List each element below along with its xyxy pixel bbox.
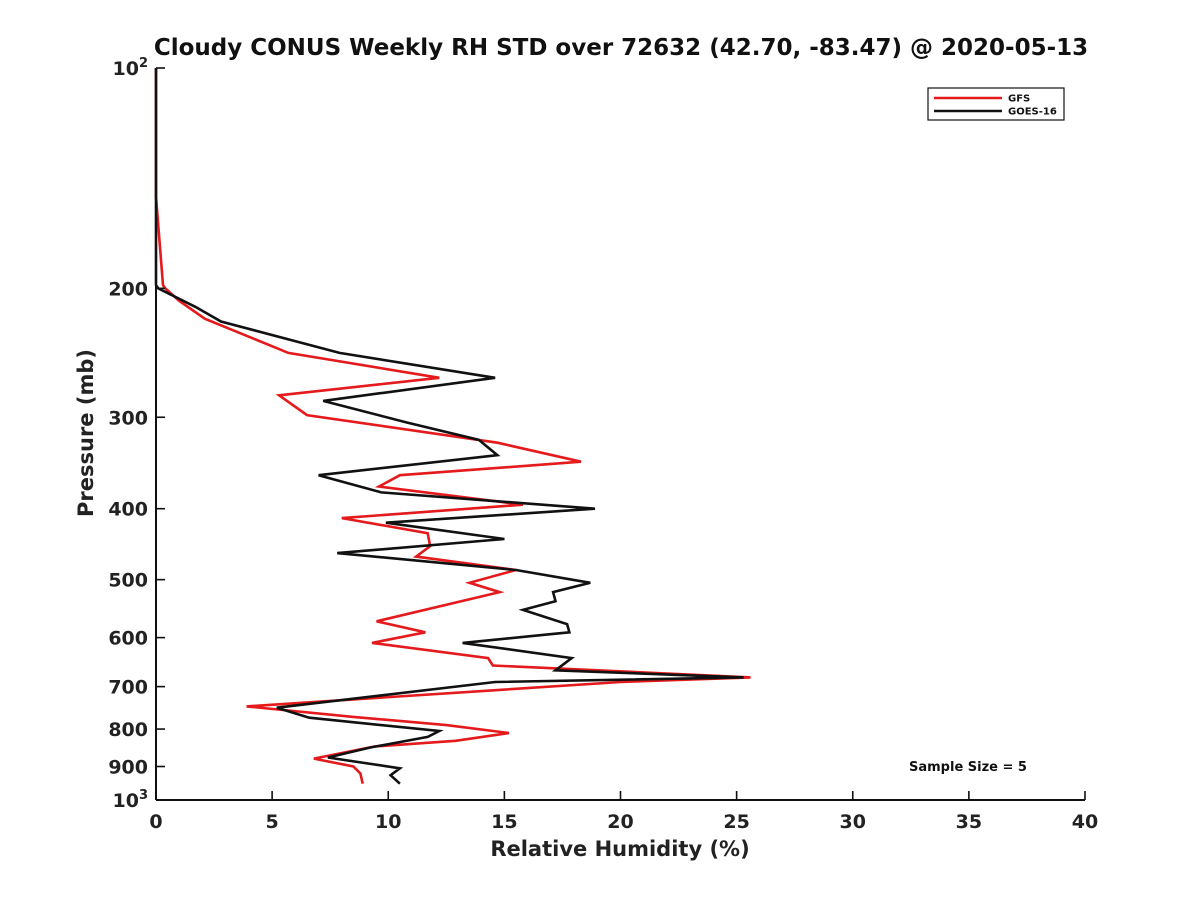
x-tick-label: 40 xyxy=(1072,811,1098,833)
x-tick-label: 15 xyxy=(491,811,517,833)
x-tick-label: 35 xyxy=(956,811,982,833)
y-axis-label: Pressure (mb) xyxy=(74,349,98,517)
legend-box xyxy=(927,87,1065,121)
y-tick-label: 800 xyxy=(108,719,148,741)
y-tick-label: 200 xyxy=(108,278,148,300)
y-tick-label: 102 xyxy=(113,56,149,80)
legend: GFS GOES-16 xyxy=(927,87,1065,121)
y-tick-label: 900 xyxy=(108,757,148,779)
x-tick-label: 20 xyxy=(607,811,633,833)
series-line-gfs xyxy=(154,68,751,784)
y-tick-label: 400 xyxy=(108,499,148,521)
chart-title: Cloudy CONUS Weekly RH STD over 72632 (4… xyxy=(154,35,1088,61)
x-tick-label: 10 xyxy=(375,811,401,833)
x-tick-label: 25 xyxy=(723,811,749,833)
y-axis-ticks: 102 200 300 400 500 600 700 800 900 103 xyxy=(108,56,165,812)
y-tick-label: 700 xyxy=(108,677,148,699)
y-tick-label: 600 xyxy=(108,628,148,650)
legend-label-goes16: GOES-16 xyxy=(1008,107,1057,118)
y-tick-label: 500 xyxy=(108,570,148,592)
x-tick-label: 30 xyxy=(840,811,866,833)
y-tick-label: 300 xyxy=(108,407,148,429)
plot-lines xyxy=(154,68,751,785)
x-tick-label: 5 xyxy=(266,811,279,833)
legend-label-gfs: GFS xyxy=(1008,94,1030,105)
y-tick-label: 103 xyxy=(113,788,149,812)
x-axis-label: Relative Humidity (%) xyxy=(490,837,749,861)
series-line-goes16 xyxy=(154,68,744,785)
x-axis-ticks: 0 5 10 15 20 25 30 35 40 xyxy=(149,791,1098,833)
sample-size-annotation: Sample Size = 5 xyxy=(909,760,1027,775)
x-tick-label: 0 xyxy=(149,811,162,833)
